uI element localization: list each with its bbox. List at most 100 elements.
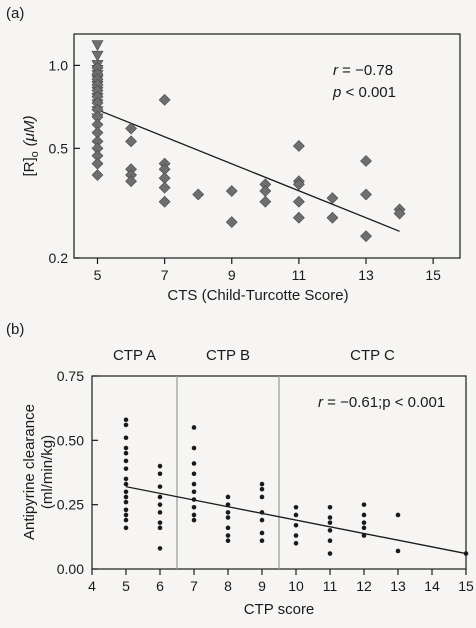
panel-b-x-tick-label: 8 [224,578,232,594]
panel-b-r-symbol: r [318,394,324,411]
panel-a-point-diamond [292,178,305,191]
panel-b-point [123,517,129,523]
panel-b-point [395,512,401,518]
panel-a-y-tick-label: 1.0 [49,57,69,73]
panel-a-point-diamond [158,195,171,208]
panel-a-y-axis-label-sub: o [29,151,41,157]
panel-b-point [191,497,197,502]
panel-b: (b) CTP A CTP B CTP C 4 5 6 7 8 9 10 11 12 13 14 15 0… [6,321,474,618]
panel-b-point [327,528,333,533]
panel-b-point [225,515,231,520]
panel-a-point-diamond [158,181,171,194]
panel-a-p-value: < 0.001 [341,84,396,101]
panel-a-point-diamond [360,230,372,243]
panel-a-x-tick-label: 9 [228,267,236,283]
panel-b-point [123,489,129,495]
panel-b-point [395,548,401,554]
panel-a-x-ticks: 5 7 9 11 13 15 [94,258,441,283]
panel-b-point [327,515,333,520]
panel-b-point [361,512,367,518]
panel-b-x-tick-label: 13 [390,578,406,594]
panel-a-point-diamond [158,93,171,106]
panel-a: (a) 5 7 9 11 13 15 0.2 0.5 1.0 CTS (Child-Turco… [6,5,461,304]
panel-b-point [259,530,265,536]
panel-a-point-diamond [125,175,137,188]
panel-b-point [157,502,163,507]
panel-b-point [293,522,299,528]
panel-b-group-dividers [176,376,280,569]
panel-a-x-tick-label: 13 [358,267,374,283]
panel-a-x-tick-label: 11 [292,267,307,283]
panel-b-point [361,533,367,538]
panel-b-point [123,507,129,513]
panel-a-point-diamond [326,211,339,224]
panel-b-label: (b) [6,321,24,338]
panel-b-point [191,461,197,466]
panel-b-point [293,540,299,546]
panel-b-point [327,538,333,543]
panel-b-point [293,512,299,518]
panel-a-y-axis-label: [R]o (μM) [21,115,41,176]
panel-a-point-diamond [225,185,238,197]
panel-b-point [191,445,197,451]
panel-a-point-diamond [393,207,406,220]
panel-b-point [123,499,129,505]
panel-b-point [293,504,299,510]
panel-b-point [191,489,197,495]
panel-b-point [191,512,197,518]
panel-b-x-tick-label: 6 [156,578,164,594]
panel-b-point [123,476,129,482]
panel-b-point [361,520,367,525]
panel-a-r-annotation: r = −0.78 [333,62,393,79]
panel-b-group-label: CTP C [350,347,395,364]
panel-b-point [225,533,231,538]
panel-b-point [123,445,129,451]
panel-b-point [225,510,231,515]
panel-b-point [157,494,163,500]
panel-b-r-annotation: r = −0.61;p < 0.001 [318,394,445,411]
panel-b-point [123,481,129,487]
panel-b-point [361,525,367,531]
panel-b-point [157,546,163,551]
panel-a-point-diamond [125,135,137,148]
panel-b-point [157,525,163,531]
panel-b-point [327,520,333,525]
panel-a-point-diamond [225,216,238,229]
panel-b-y-tick-label: 0.00 [57,561,84,577]
panel-b-point [123,512,129,518]
panel-a-label: (a) [6,5,24,22]
panel-b-x-ticks: 4 5 6 7 8 9 10 11 12 13 14 15 [88,569,474,594]
panel-a-x-tick-label: 5 [94,267,102,283]
panel-b-point [123,458,129,464]
panel-b-point [259,486,265,492]
panel-b-point [191,517,197,523]
panel-b-point [225,538,231,543]
panel-b-point [361,502,367,507]
panel-a-p-annotation: p < 0.001 [332,84,396,101]
panel-a-point-diamond [360,188,372,201]
panel-a-frame [73,33,461,259]
panel-a-y-axis-label-main: [R] [21,157,38,176]
panel-a-regression-line [97,109,400,232]
panel-a-x-tick-label: 7 [161,267,169,283]
panel-b-point [259,510,265,515]
panel-b-point [123,450,129,456]
panel-b-x-tick-label: 15 [458,578,474,594]
panel-a-r-value: = −0.78 [338,62,393,79]
panel-a-point-triangle [91,50,104,62]
panel-a-point-diamond [259,185,272,197]
panel-b-y-tick-label: 0.75 [57,368,84,384]
panel-b-x-tick-label: 5 [122,578,130,594]
panel-a-r-symbol: r [333,62,339,79]
panel-b-point [259,538,265,543]
panel-b-point [225,525,231,531]
panel-b-point [463,551,469,556]
panel-b-x-tick-label: 7 [190,578,198,594]
panel-b-x-tick-label: 10 [288,578,304,594]
panel-b-point [191,481,197,487]
panel-b-group-label: CTP A [113,347,156,364]
panel-a-point-diamond [292,211,305,224]
panel-b-regression-line [125,486,467,555]
panel-b-point [123,435,129,441]
